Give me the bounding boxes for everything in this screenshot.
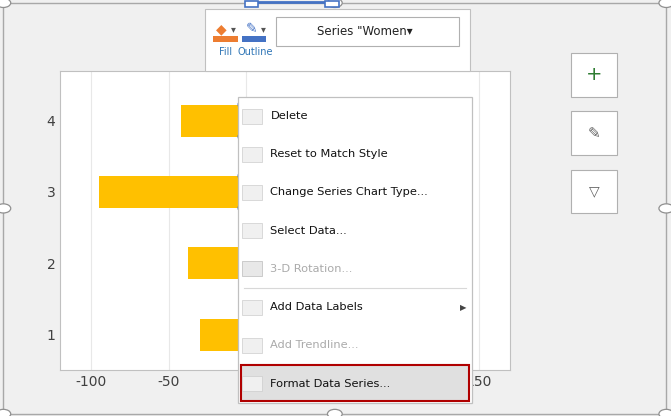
Text: ✎: ✎ <box>246 22 258 36</box>
Bar <box>367 104 417 137</box>
Bar <box>246 176 280 208</box>
Bar <box>187 247 246 279</box>
Text: ▾: ▾ <box>261 24 266 34</box>
Text: Delete: Delete <box>270 111 308 121</box>
Text: ▶: ▶ <box>460 302 467 312</box>
Text: ✎: ✎ <box>587 126 601 141</box>
Text: Add Trendline...: Add Trendline... <box>270 340 359 350</box>
Text: ▽: ▽ <box>588 184 599 198</box>
Text: ◆: ◆ <box>216 22 227 36</box>
Text: Format Data Series...: Format Data Series... <box>270 379 391 389</box>
Bar <box>200 319 246 351</box>
Text: Add Data Labels: Add Data Labels <box>270 302 363 312</box>
Text: +: + <box>586 65 602 84</box>
Text: Fill: Fill <box>219 47 232 57</box>
Bar <box>246 247 280 279</box>
Bar <box>99 176 246 208</box>
Text: ▾: ▾ <box>231 24 236 34</box>
Bar <box>246 319 280 351</box>
Bar <box>181 104 246 137</box>
Text: Reset to Match Style: Reset to Match Style <box>270 149 388 159</box>
Text: Change Series Chart Type...: Change Series Chart Type... <box>270 188 428 198</box>
Bar <box>246 104 367 137</box>
Text: Outline: Outline <box>238 47 272 57</box>
Text: 3-D Rotation...: 3-D Rotation... <box>270 264 353 274</box>
Text: Select Data...: Select Data... <box>270 226 347 236</box>
Text: Series "Women▾: Series "Women▾ <box>317 25 412 38</box>
